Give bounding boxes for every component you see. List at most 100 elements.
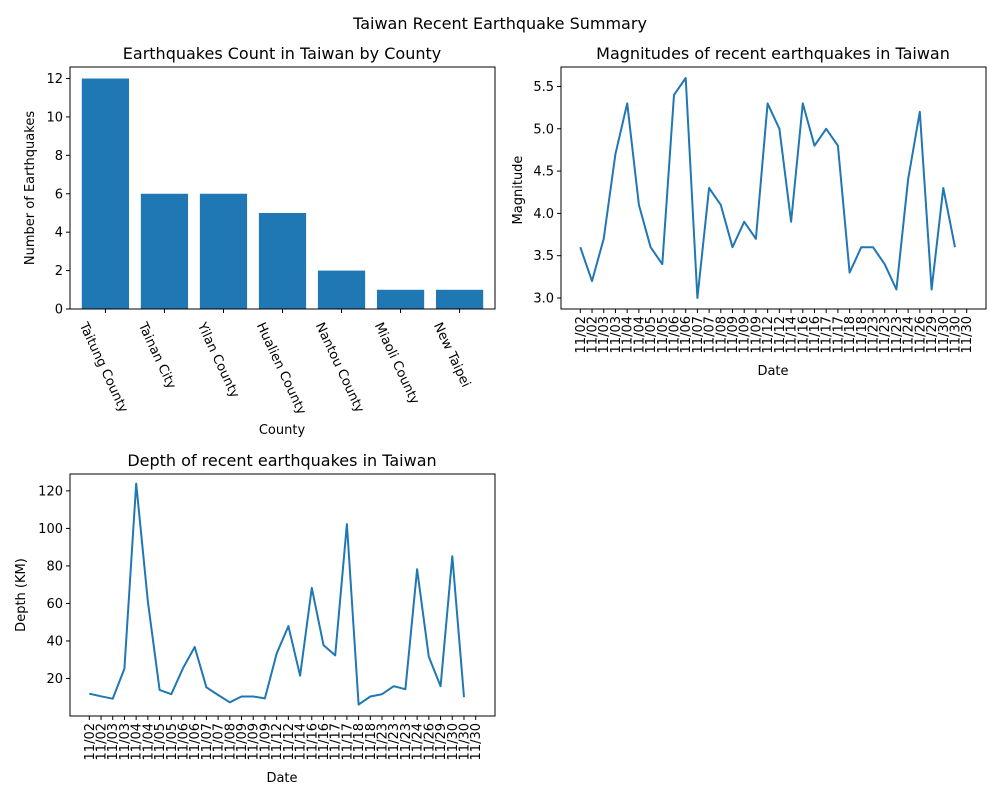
depth-chart-xtick-label: 11/16: [317, 723, 332, 760]
depth-chart-xtick-label: 11/09: [247, 723, 262, 760]
magnitude-chart-xtick-label: 11/03: [597, 316, 612, 353]
magnitude-chart-xtick-label: 11/07: [691, 316, 706, 353]
suptitle: Taiwan Recent Earthquake Summary: [352, 14, 647, 33]
magnitude-chart-xtick-label: 11/16: [796, 316, 811, 353]
magnitude-chart-ylabel: Magnitude: [511, 156, 526, 225]
depth-chart-ytick-label: 20: [46, 672, 63, 687]
magnitude-chart-xlabel: Date: [757, 364, 788, 379]
magnitude-chart-xtick-label: 11/07: [703, 316, 718, 353]
bar-chart-title: Earthquakes Count in Taiwan by County: [123, 44, 441, 63]
magnitude-chart-xtick-label: 11/23: [890, 316, 905, 353]
magnitude-chart-xtick-label: 11/06: [679, 316, 694, 353]
depth-chart-xtick-label: 11/03: [106, 723, 121, 760]
bar-yilan-county: [199, 193, 248, 309]
bar-chart-ytick-label: 0: [55, 303, 63, 318]
depth-chart-xtick-label: 11/04: [141, 723, 156, 760]
depth-chart-xtick-label: 11/18: [352, 723, 367, 760]
depth-chart-xtick-label: 11/02: [83, 723, 98, 760]
magnitude-chart-xtick-label: 11/04: [621, 316, 636, 353]
bar-chart-ytick-label: 4: [55, 226, 63, 241]
magnitude-chart-xtick-label: 11/30: [960, 316, 975, 353]
depth-chart-xtick-label: 11/23: [399, 723, 414, 760]
depth-chart-xtick-label: 11/02: [95, 723, 110, 760]
bar-chart-xtick-label: Miaoli County: [371, 320, 422, 407]
magnitude-chart-xtick-label: 11/26: [913, 316, 928, 353]
depth-chart-xtick-label: 11/30: [457, 723, 472, 760]
bar-chart-ytick-label: 2: [55, 264, 63, 279]
depth-chart-xtick-label: 11/05: [153, 723, 168, 760]
depth-chart-xtick-label: 11/03: [118, 723, 133, 760]
magnitude-chart-xtick-label: 11/09: [738, 316, 753, 353]
depth-chart-xtick-label: 11/23: [376, 723, 391, 760]
depth-chart-ytick-label: 60: [46, 597, 63, 612]
magnitude-chart-xtick-label: 11/05: [656, 316, 671, 353]
magnitude-chart-xtick-label: 11/12: [761, 316, 776, 353]
bar-chart-xtick-label: Nantou County: [312, 320, 367, 415]
bar-hualien-county: [258, 212, 307, 309]
bar-chart-xtick-label: Tainan City: [134, 319, 178, 391]
depth-chart-xtick-label: 11/08: [223, 723, 238, 760]
bar-chart-xlabel: County: [259, 423, 306, 438]
depth-chart-xtick-label: 11/29: [434, 723, 449, 760]
magnitude-chart-frame: [560, 66, 987, 310]
depth-chart-ytick-label: 40: [46, 634, 63, 649]
depth-chart-xtick-label: 11/24: [411, 723, 426, 760]
depth-chart-xtick-label: 11/23: [387, 723, 402, 760]
bar-taitung-county: [81, 78, 130, 310]
depth-chart-xtick-label: 11/26: [422, 723, 437, 760]
magnitude-chart-xtick-label: 11/08: [714, 316, 729, 353]
depth-chart-ytick-label: 80: [46, 559, 63, 574]
magnitude-chart-xtick-label: 11/16: [808, 316, 823, 353]
depth-chart-xlabel: Date: [266, 771, 297, 786]
depth-chart-ytick-label: 120: [38, 484, 63, 499]
magnitude-chart-ytick-label: 5.5: [533, 80, 554, 95]
depth-chart-xtick-label: 11/09: [235, 723, 250, 760]
magnitude-chart-xtick-label: 11/17: [831, 316, 846, 353]
depth-chart-xtick-label: 11/14: [294, 723, 309, 760]
magnitude-chart-xtick-label: 11/03: [609, 316, 624, 353]
magnitude-line-chart: Magnitudes of recent earthquakes in Taiw…: [511, 44, 987, 379]
magnitude-chart-xtick-label: 11/14: [785, 316, 800, 353]
depth-chart-xtick-label: 11/04: [130, 723, 145, 760]
magnitude-chart-xtick-label: 11/23: [878, 316, 893, 353]
bar-chart-ytick-label: 6: [55, 187, 63, 202]
depth-chart-xtick-label: 11/06: [176, 723, 191, 760]
bar-chart-ytick-label: 8: [55, 149, 63, 164]
magnitude-chart-ytick-label: 4.0: [533, 207, 554, 222]
magnitude-chart-xtick-label: 11/02: [574, 316, 589, 353]
bar-tainan-city: [140, 193, 189, 309]
bar-chart-xtick-label: Hualien County: [253, 320, 309, 417]
magnitude-chart-xtick-label: 11/30: [937, 316, 952, 353]
magnitude-chart-ytick-label: 3.0: [533, 292, 554, 307]
depth-chart-xtick-label: 11/05: [165, 723, 180, 760]
magnitude-chart-xtick-label: 11/04: [632, 316, 647, 353]
depth-chart-xtick-label: 11/07: [212, 723, 227, 760]
magnitude-chart-xtick-label: 11/09: [726, 316, 741, 353]
bar-chart-ytick-label: 10: [46, 110, 63, 125]
depth-chart-ytick-label: 100: [38, 522, 63, 537]
magnitude-chart-xtick-label: 11/02: [586, 316, 601, 353]
depth-chart-xtick-label: 11/12: [282, 723, 297, 760]
depth-chart-title: Depth of recent earthquakes in Taiwan: [127, 451, 436, 470]
bar-chart-ytick-label: 12: [46, 72, 63, 87]
magnitude-chart-xtick-label: 11/29: [925, 316, 940, 353]
depth-line-chart: Depth of recent earthquakes in Taiwan Da…: [14, 451, 496, 786]
depth-chart-xtick-label: 11/16: [305, 723, 320, 760]
magnitude-chart-xtick-label: 11/30: [948, 316, 963, 353]
bar-chart-frame: [69, 66, 496, 310]
depth-series-line: [89, 482, 465, 706]
depth-chart-frame: [69, 473, 496, 717]
magnitude-chart-xtick-label: 11/17: [820, 316, 835, 353]
bar-miaoli-county: [376, 289, 425, 309]
magnitude-chart-xtick-label: 11/12: [773, 316, 788, 353]
magnitude-chart-xtick-label: 11/18: [843, 316, 858, 353]
depth-chart-xtick-label: 11/17: [329, 723, 344, 760]
depth-chart-xtick-label: 11/30: [446, 723, 461, 760]
depth-chart-xtick-label: 11/17: [340, 723, 355, 760]
bar-new-taipei: [435, 289, 484, 309]
county-bar-chart: Earthquakes Count in Taiwan by County Co…: [23, 44, 496, 438]
bar-chart-xtick-label: Yilan County: [193, 319, 242, 400]
bar-chart-xtick-label: Taitung County: [75, 319, 130, 415]
magnitude-chart-xtick-label: 11/05: [644, 316, 659, 353]
